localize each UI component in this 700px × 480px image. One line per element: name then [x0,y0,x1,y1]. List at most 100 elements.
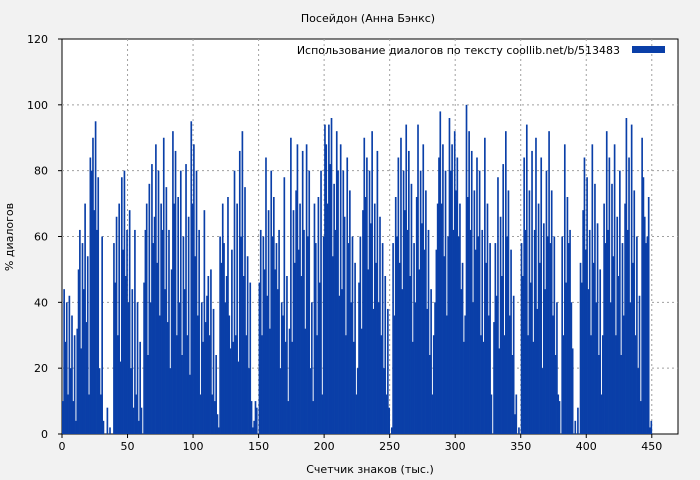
bar [189,374,191,434]
bar [451,144,453,434]
bar [98,368,101,434]
bar [79,229,81,434]
bar [191,203,194,434]
bar [240,236,242,434]
bar [284,341,287,434]
bar [396,236,398,434]
bar [508,315,511,434]
bar [162,137,165,434]
bar [276,289,279,434]
bar [587,289,590,434]
bar [182,236,185,434]
bar [132,407,135,434]
bar [366,157,368,434]
bar [84,203,86,434]
bar [76,328,79,434]
bar [81,243,84,434]
bar [158,315,161,434]
bar [535,137,537,434]
bar [342,170,345,435]
bar [485,262,487,434]
legend-swatch [632,46,665,53]
bar [553,236,556,434]
bar [456,157,459,434]
bar [567,243,570,434]
bar [318,282,321,434]
bar [452,229,455,434]
bar [169,368,172,434]
bar [549,243,552,434]
bar [548,131,550,435]
bar [102,420,105,434]
bar-series [62,104,653,435]
y-tick-label: 40 [34,296,48,309]
bar [178,302,181,434]
bar [352,341,355,434]
bar [312,401,314,434]
bar [349,190,351,434]
bar [409,276,411,434]
bar [388,407,391,434]
bar [625,118,628,434]
bar [529,282,532,434]
bar [469,229,472,434]
bar [571,348,574,434]
bar [149,302,152,434]
bar [300,276,303,434]
bar [295,190,297,434]
y-tick-label: 20 [34,362,48,375]
bar [307,236,309,434]
bar [422,144,425,434]
bar [360,328,363,434]
bar [387,308,389,434]
bar [446,315,448,434]
bar [537,203,540,434]
bar [101,236,103,434]
bar [402,170,405,435]
bar [494,243,497,434]
bar [514,414,516,434]
bar [96,229,98,434]
bar [313,203,316,434]
bar [270,170,273,435]
bar [232,341,235,434]
bar [179,170,182,435]
bar [613,144,616,434]
x-tick-label: 250 [379,440,400,453]
bar [440,203,443,434]
bar [170,269,173,434]
bar [97,177,100,434]
bar [615,335,617,434]
bar [616,216,619,434]
x-tick-label: 200 [314,440,335,453]
bar [238,150,241,435]
bar [641,137,643,434]
bar [265,157,267,434]
bar [326,203,329,434]
bar [592,262,595,434]
bar [363,137,366,434]
bar [250,401,253,434]
bar [637,368,640,434]
bar [212,308,215,434]
bar [617,276,620,434]
bar [490,394,493,434]
bar [447,236,449,434]
bar [206,295,208,434]
bar [411,341,414,434]
bar [506,236,508,434]
bar [227,197,229,434]
bar [126,229,128,434]
bar [216,414,219,434]
bar [628,157,630,434]
bar [324,124,326,434]
bar [200,302,203,434]
legend: Использование диалогов по тексту coollib… [297,44,665,57]
bar [290,137,292,434]
bar [136,302,139,434]
bar [266,295,269,434]
x-tick-label: 400 [576,440,597,453]
bar [228,315,231,434]
bar [106,407,109,434]
bar [177,197,179,434]
